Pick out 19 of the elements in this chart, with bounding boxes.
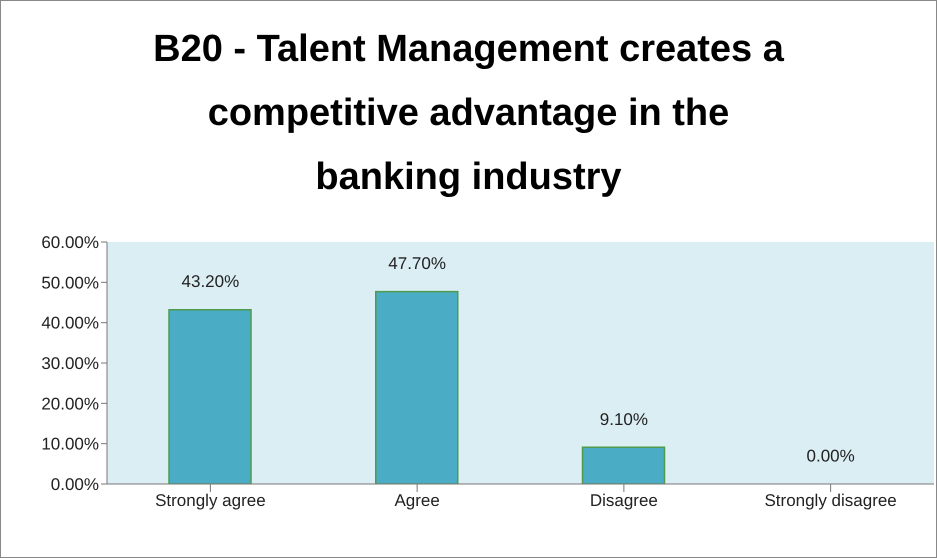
x-tick-label: Strongly disagree [764, 491, 897, 510]
x-tick-label: Disagree [590, 491, 658, 510]
y-tick-label: 0.00% [50, 475, 99, 494]
bar [582, 446, 666, 484]
bar [375, 290, 458, 484]
x-tick-label: Strongly agree [155, 491, 266, 510]
data-label: 0.00% [806, 446, 855, 466]
x-tick-label: Agree [394, 491, 440, 510]
y-tick-label: 30.00% [41, 354, 99, 374]
data-label: 43.20% [182, 272, 240, 292]
chart-title: B20 - Talent Management creates a competitive advantage in the banking industry [152, 27, 786, 200]
data-label: 9.10% [600, 410, 648, 429]
data-label: 47.70% [388, 254, 446, 274]
y-tick-label: 10.00% [41, 434, 99, 454]
y-tick-label: 50.00% [41, 273, 99, 292]
y-tick-label: 40.00% [41, 314, 99, 333]
y-tick-label: 60.00% [41, 233, 99, 252]
bar [168, 309, 252, 484]
y-tick-label: 20.00% [41, 394, 99, 414]
